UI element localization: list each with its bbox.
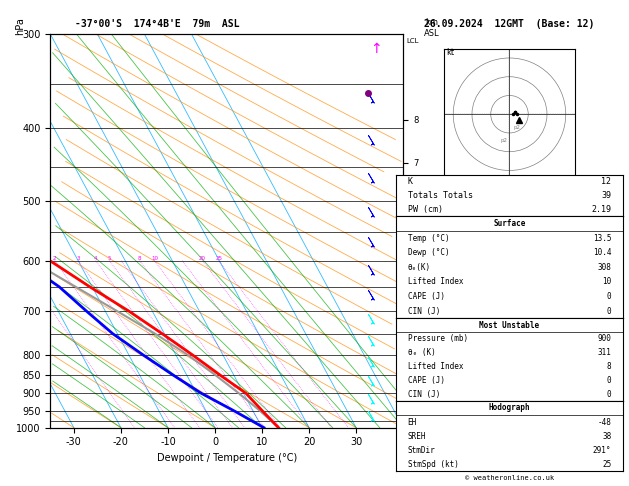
Text: StmDir: StmDir [408, 446, 435, 455]
Text: 0: 0 [607, 292, 611, 301]
Text: 3: 3 [77, 256, 80, 260]
Text: Mixing Ratio (g/kg): Mixing Ratio (g/kg) [405, 178, 411, 244]
Text: StmSpd (kt): StmSpd (kt) [408, 460, 459, 469]
Text: Hodograph: Hodograph [489, 403, 530, 413]
Text: Dewp (°C): Dewp (°C) [408, 248, 449, 257]
Text: © weatheronline.co.uk: © weatheronline.co.uk [465, 475, 554, 481]
Text: ↑: ↑ [370, 42, 382, 56]
Text: Totals Totals: Totals Totals [408, 191, 472, 200]
Text: -48: -48 [598, 417, 611, 427]
Text: →: → [395, 389, 402, 398]
Text: Lifted Index: Lifted Index [408, 362, 463, 371]
Text: 26.09.2024  12GMT  (Base: 12): 26.09.2024 12GMT (Base: 12) [425, 19, 594, 30]
Text: 10.4: 10.4 [593, 248, 611, 257]
Text: p2: p2 [500, 139, 507, 143]
Text: kt: kt [447, 48, 455, 57]
Text: EH: EH [408, 417, 417, 427]
Text: 8: 8 [138, 256, 142, 260]
Text: 0: 0 [607, 307, 611, 315]
Text: PW (cm): PW (cm) [408, 205, 443, 214]
Text: Pressure (mb): Pressure (mb) [408, 334, 468, 344]
Text: -37°00'S  174°4B'E  79m  ASL: -37°00'S 174°4B'E 79m ASL [75, 19, 240, 30]
Text: Most Unstable: Most Unstable [479, 321, 540, 330]
Text: →: → [395, 350, 402, 359]
Text: CIN (J): CIN (J) [408, 390, 440, 399]
Text: 39: 39 [601, 191, 611, 200]
Text: →: → [395, 307, 402, 315]
Text: 0: 0 [607, 376, 611, 385]
Text: 38: 38 [602, 432, 611, 441]
Text: 13.5: 13.5 [593, 234, 611, 243]
Text: 12: 12 [601, 177, 611, 186]
Text: CAPE (J): CAPE (J) [408, 376, 445, 385]
Y-axis label: km
ASL: km ASL [424, 18, 439, 38]
Text: 25: 25 [215, 256, 222, 260]
Text: K: K [408, 177, 413, 186]
Text: →: → [395, 370, 402, 379]
Text: CIN (J): CIN (J) [408, 307, 440, 315]
Text: LCL: LCL [407, 37, 420, 44]
Text: θₑ (K): θₑ (K) [408, 348, 435, 357]
Text: 10: 10 [602, 278, 611, 286]
Text: 25: 25 [602, 460, 611, 469]
Text: p2: p2 [513, 125, 520, 130]
Y-axis label: hPa: hPa [16, 17, 26, 35]
Text: 20: 20 [199, 256, 206, 260]
Text: 2: 2 [53, 256, 57, 260]
Text: Surface: Surface [493, 219, 526, 228]
Text: CAPE (J): CAPE (J) [408, 292, 445, 301]
Text: →: → [395, 406, 402, 416]
Text: 4: 4 [94, 256, 97, 260]
Text: SREH: SREH [408, 432, 426, 441]
Text: 900: 900 [598, 334, 611, 344]
Text: θₑ(K): θₑ(K) [408, 263, 431, 272]
Text: 8: 8 [607, 362, 611, 371]
Text: 2.19: 2.19 [591, 205, 611, 214]
Text: 10: 10 [151, 256, 158, 260]
Text: 291°: 291° [593, 446, 611, 455]
Text: 308: 308 [598, 263, 611, 272]
Text: 0: 0 [607, 390, 611, 399]
Text: 311: 311 [598, 348, 611, 357]
X-axis label: Dewpoint / Temperature (°C): Dewpoint / Temperature (°C) [157, 453, 297, 463]
Text: →: → [395, 329, 402, 338]
Text: 5: 5 [108, 256, 111, 260]
Text: Lifted Index: Lifted Index [408, 278, 463, 286]
Text: Temp (°C): Temp (°C) [408, 234, 449, 243]
